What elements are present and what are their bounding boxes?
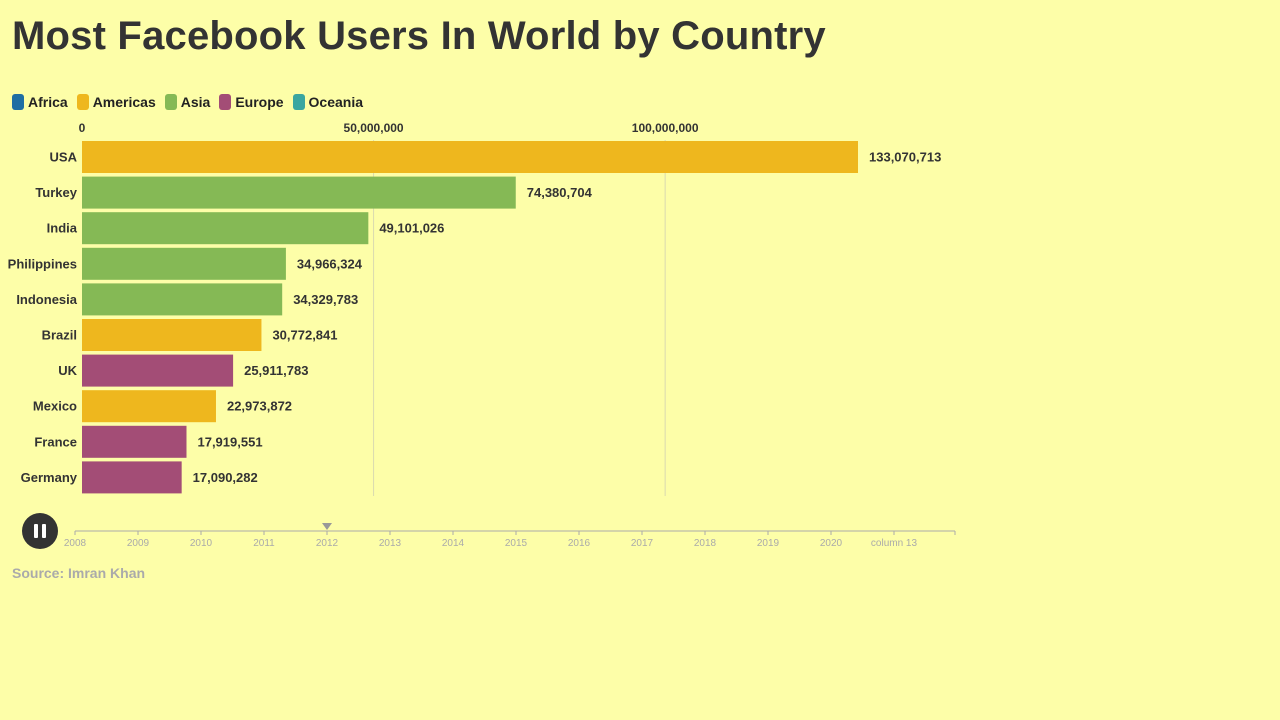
timeline-label[interactable]: 2012 [316,538,339,549]
category-label: Mexico [33,399,77,414]
value-label: 34,329,783 [293,292,358,307]
source-note: Source: Imran Khan [12,565,146,581]
legend-item-africa[interactable]: Africa [12,94,68,110]
bar[interactable] [82,176,516,209]
value-label: 133,070,713 [869,150,941,165]
legend-swatch [12,94,24,110]
category-label: India [47,221,78,236]
bar[interactable] [82,212,369,245]
legend-label: Asia [180,94,211,110]
timeline-label[interactable]: 2013 [379,538,402,549]
bar[interactable] [82,425,187,458]
category-label: USA [50,150,78,165]
timeline-label[interactable]: 2020 [820,538,843,549]
bar[interactable] [82,461,182,494]
timeline-slider[interactable]: 2008 2009 2010 2011 2012 2013 2014 2015 2016 2017… [22,513,962,553]
timeline-label[interactable]: 2016 [568,538,591,549]
category-label: Turkey [35,185,77,200]
timeline-label[interactable]: 2014 [442,538,465,549]
legend-swatch [292,94,305,110]
pause-icon [32,524,48,538]
value-label: 74,380,704 [527,185,593,200]
legend-item-europe[interactable]: Europe [219,94,284,110]
bar[interactable] [82,390,216,423]
timeline-label[interactable]: 2018 [694,538,717,549]
legend-swatch [76,94,89,110]
x-tick-label: 0 [79,121,86,135]
legend-item-asia[interactable]: Asia [164,94,211,110]
timeline-label[interactable]: 2011 [253,538,275,549]
category-label: Indonesia [16,292,77,307]
timeline-label[interactable]: column 13 [871,538,918,549]
category-label: UK [58,363,77,378]
legend-item-americas[interactable]: Americas [76,94,156,110]
timeline-controls: 2008 2009 2010 2011 2012 2013 2014 2015 2016 2017… [22,513,962,553]
pause-button[interactable] [22,513,58,549]
value-label: 34,966,324 [297,256,363,271]
legend: Africa Americas Asia Europe Oceania [12,94,372,110]
bar[interactable] [82,247,286,280]
legend-label: Oceania [308,94,364,110]
category-label: Philippines [8,256,77,271]
legend-label: Africa [28,94,68,110]
bar[interactable] [82,319,262,351]
x-tick-label: 100,000,000 [632,121,699,135]
category-label: France [34,434,77,449]
timeline-label[interactable]: 2019 [757,538,780,549]
value-label: 25,911,783 [244,363,308,378]
value-label: 17,919,551 [197,434,262,449]
category-label: Germany [21,470,78,485]
timeline-marker[interactable] [322,523,332,530]
value-label: 30,772,841 [272,328,337,343]
legend-label: Europe [235,94,284,110]
bar[interactable] [82,354,234,387]
value-label: 17,090,282 [193,470,258,485]
timeline-label[interactable]: 2008 [64,538,87,549]
timeline-label[interactable]: 2010 [190,538,213,549]
legend-label: Americas [92,94,156,110]
value-label: 22,973,872 [227,399,292,414]
timeline-label[interactable]: 2017 [631,538,654,549]
timeline-label[interactable]: 2009 [127,538,150,549]
category-label: Brazil [42,328,77,343]
legend-swatch [164,94,177,110]
chart-title: Most Facebook Users In World by Country [12,14,826,58]
bar[interactable] [82,141,858,173]
timeline-label[interactable]: 2015 [505,538,528,549]
bar-chart: 0 50,000,000 100,000,000 USA 133,070,713 Turk… [8,121,941,496]
legend-swatch [219,94,232,110]
legend-item-oceania[interactable]: Oceania [292,94,364,110]
x-tick-label: 50,000,000 [344,121,404,135]
value-label: 49,101,026 [379,221,444,236]
bar[interactable] [82,283,283,316]
